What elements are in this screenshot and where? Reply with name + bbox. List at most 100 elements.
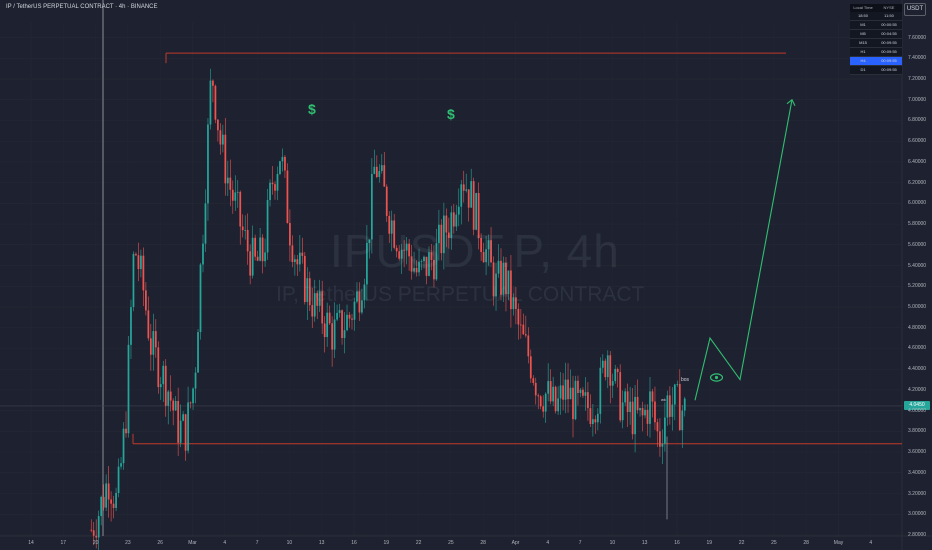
candle-body — [673, 384, 676, 405]
candle-body — [271, 182, 274, 185]
candle-body — [318, 291, 321, 306]
candle-body — [428, 252, 430, 276]
candle-body — [204, 203, 207, 244]
candle-body — [395, 247, 398, 252]
timeframe-row-h4[interactable]: H4 00:09:55 — [850, 57, 902, 66]
candle-body — [614, 368, 617, 382]
candle-body — [510, 270, 512, 310]
candle-body — [544, 393, 547, 412]
candle-body — [336, 312, 338, 320]
candle-body — [380, 165, 383, 172]
candle-body — [413, 268, 415, 272]
candle-body — [214, 85, 217, 120]
candle-body — [537, 395, 540, 397]
timeframe-row-m5[interactable]: M5 00:04:55 — [850, 30, 902, 39]
current-price-tag: 4.0450 — [904, 401, 930, 410]
candle-body — [356, 291, 358, 302]
timeframe-row-m15[interactable]: M15 00:09:55 — [850, 39, 902, 48]
candle-body — [472, 181, 475, 230]
candle-body — [554, 386, 557, 412]
candle-body — [137, 255, 140, 270]
candle-body — [169, 391, 172, 401]
timeframe-row-m1[interactable]: M1 00:00:55 — [850, 21, 902, 30]
candle-body — [286, 170, 289, 224]
candle-body — [177, 400, 180, 443]
candle-body — [140, 255, 142, 270]
candle-body — [408, 243, 410, 257]
candle-body — [467, 189, 470, 208]
candle-body — [127, 344, 130, 434]
y-tick-label: 6.20000 — [908, 179, 927, 186]
timeframe-row-h1[interactable]: H1 00:09:55 — [850, 48, 902, 57]
candle-body — [316, 293, 319, 306]
y-tick-label: 6.60000 — [908, 138, 927, 145]
candle-body — [388, 215, 391, 234]
x-tick-label: 13 — [318, 540, 325, 546]
x-tick-label: 4 — [869, 540, 873, 546]
candle-body — [333, 319, 336, 350]
eye-icon — [710, 373, 723, 382]
dollar-marker-1: $ — [308, 101, 316, 117]
candle-body — [624, 391, 627, 403]
y-tick-label: 5.80000 — [908, 221, 927, 228]
candle-body — [162, 365, 165, 385]
candle-body — [284, 156, 286, 171]
candle-body — [440, 224, 443, 254]
candle-body — [311, 305, 314, 317]
candle-body — [358, 291, 361, 313]
timeframe-label: D1 — [860, 67, 866, 72]
candle-body — [410, 256, 413, 272]
candle-body — [105, 483, 108, 508]
y-tick-label: 4.40000 — [908, 366, 927, 373]
candle-body — [296, 259, 299, 265]
currency-button[interactable]: USDT — [904, 3, 926, 16]
candle-body — [274, 184, 276, 191]
candle-body — [259, 237, 261, 261]
candle-body — [664, 417, 666, 444]
x-tick-label: 19 — [706, 540, 713, 546]
timeframe-row-d1[interactable]: D1 00:09:55 — [850, 66, 902, 75]
candle-body — [435, 243, 438, 280]
x-tick-label: 16 — [674, 540, 680, 546]
candle-body — [475, 193, 478, 230]
candle-body — [641, 408, 644, 416]
candle-body — [659, 431, 661, 447]
candle-body — [505, 262, 507, 295]
y-tick-label: 3.00000 — [908, 511, 927, 518]
candle-body — [492, 262, 495, 297]
x-tick-label: Mar — [188, 540, 197, 546]
candle-body — [611, 381, 614, 386]
candle-body — [361, 300, 363, 313]
candle-body — [174, 400, 177, 411]
candle-body — [681, 410, 684, 431]
candle-body — [167, 391, 170, 406]
candle-body — [328, 312, 331, 324]
y-tick-label: 3.60000 — [908, 449, 927, 456]
candle-body — [495, 273, 497, 297]
candle-body — [487, 240, 490, 250]
candle-body — [450, 212, 453, 238]
candle-body — [107, 483, 110, 500]
y-tick-label: 3.40000 — [908, 469, 927, 476]
x-tick-label: 13 — [641, 540, 648, 546]
candle-body — [142, 255, 145, 291]
y-tick-label: 7.20000 — [908, 75, 927, 82]
candle-body — [154, 331, 157, 348]
candle-body — [353, 301, 356, 320]
candle-body — [157, 347, 160, 388]
candle-body — [649, 391, 651, 424]
candle-body — [102, 496, 105, 508]
candle-body — [549, 381, 552, 402]
candle-body — [629, 401, 631, 413]
candle-body — [405, 243, 408, 251]
candle-body — [246, 229, 249, 252]
candle-body — [207, 124, 209, 204]
timeframe-countdown: 00:00:55 — [881, 22, 897, 27]
candle-body — [415, 268, 418, 273]
bos-label: bos — [681, 377, 690, 383]
candle-body — [373, 166, 376, 174]
y-tick-label: 4.20000 — [908, 386, 927, 393]
candle-body — [562, 385, 564, 400]
candle-body — [95, 535, 98, 538]
